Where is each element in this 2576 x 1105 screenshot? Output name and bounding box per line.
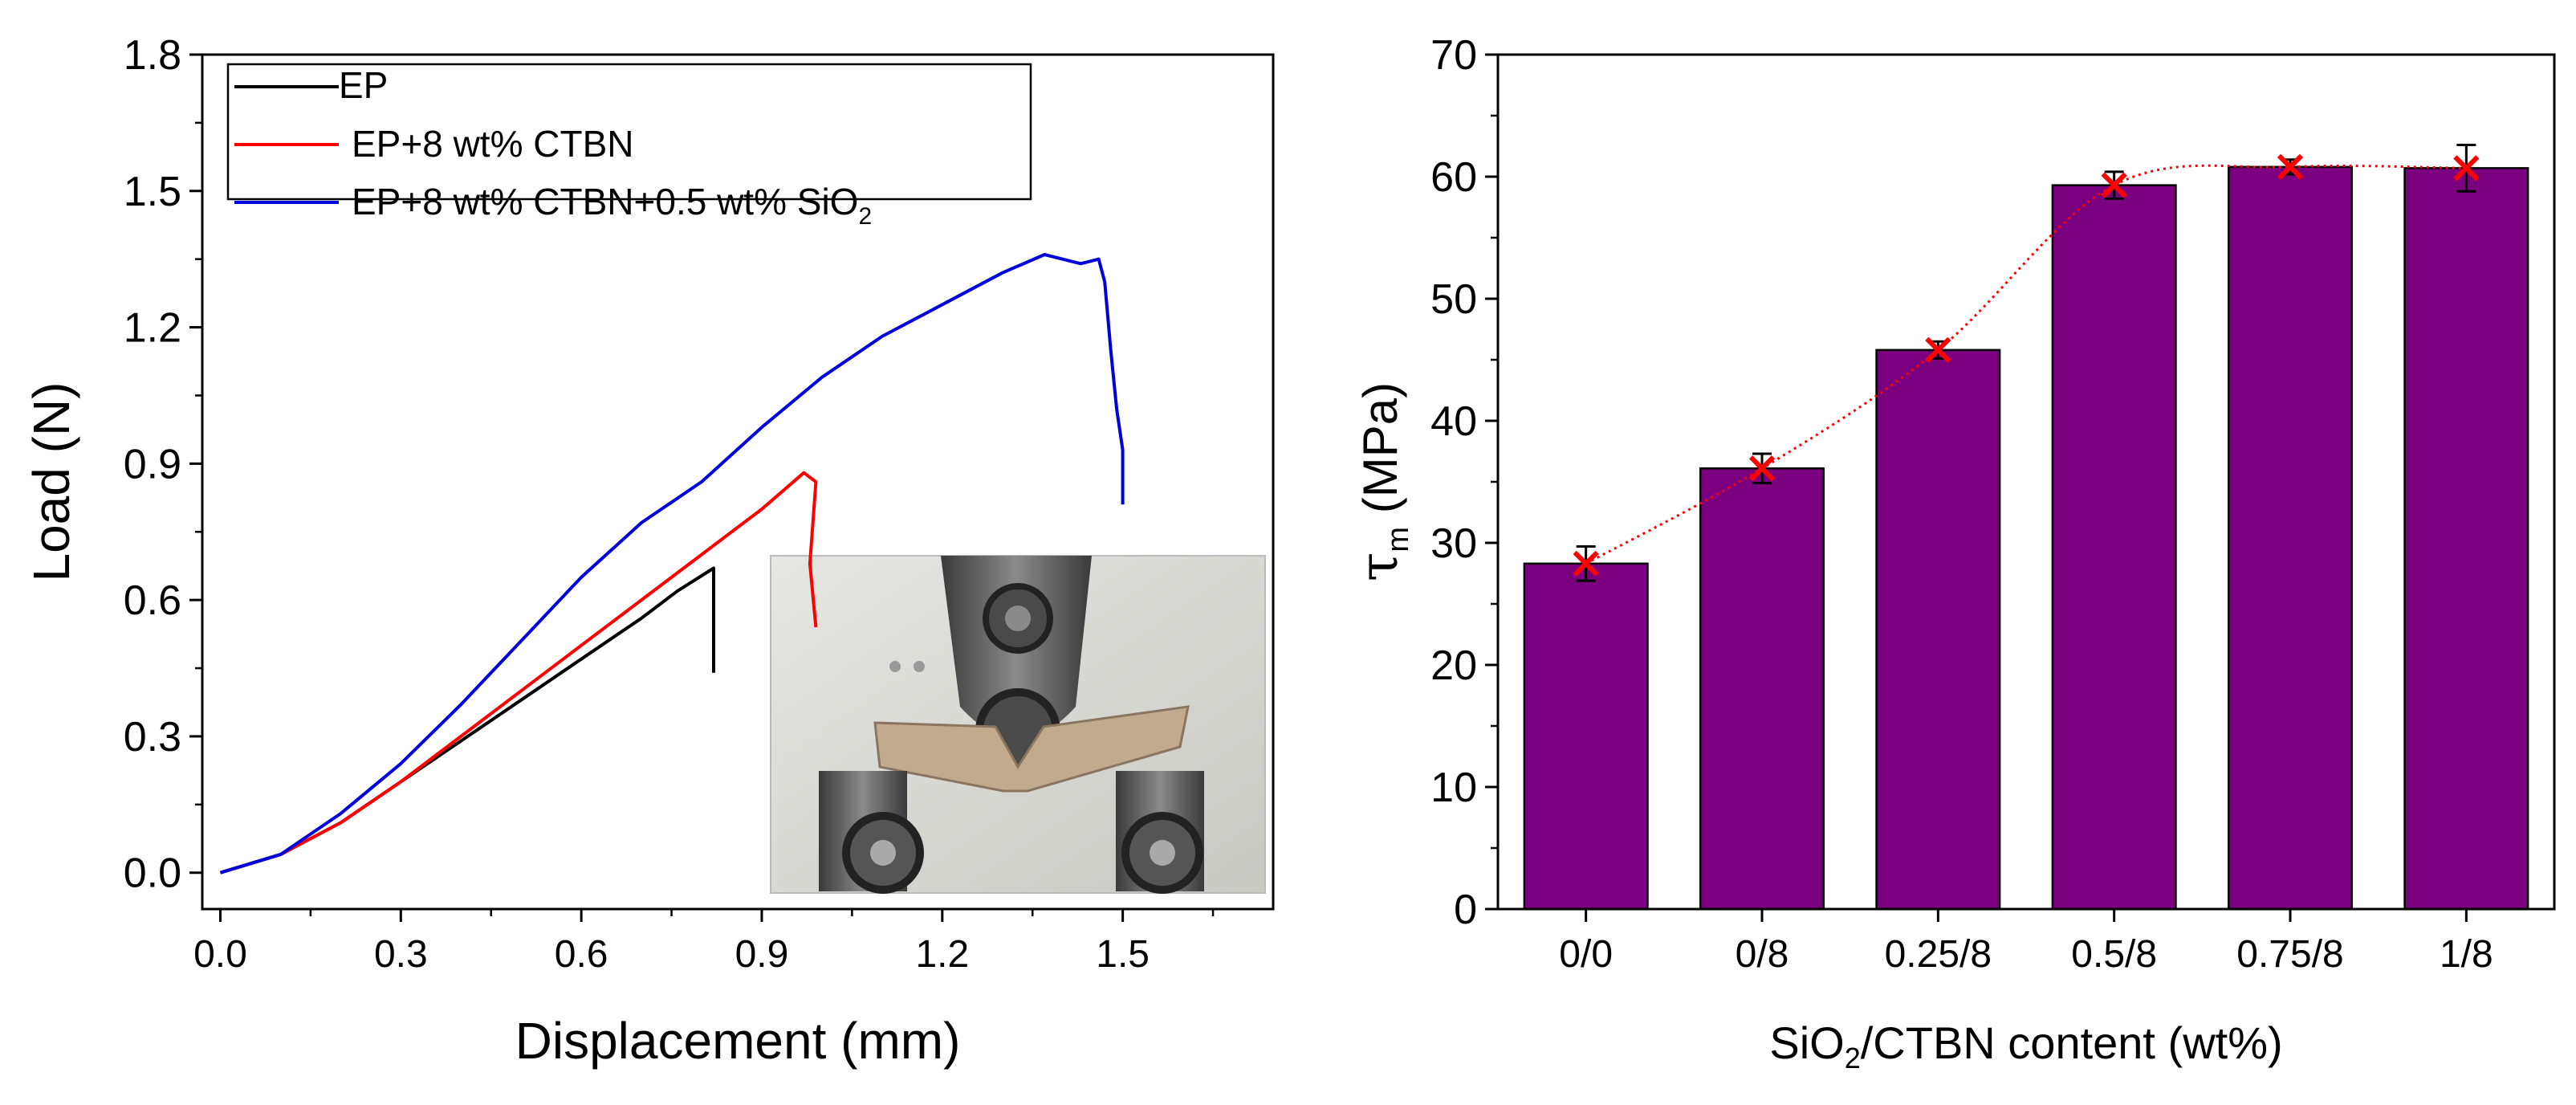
left-x-tick-label: 0.0 xyxy=(193,933,247,976)
data-marker xyxy=(2101,172,2127,198)
legend-frame xyxy=(226,63,1032,201)
right-x-tick-label: 0/0 xyxy=(1559,933,1613,976)
left-axes-frame xyxy=(201,53,1275,911)
bar-4 xyxy=(2227,165,2354,911)
right-x-tick-label: 0/8 xyxy=(1736,933,1789,976)
left-x-tick-label: 0.3 xyxy=(374,933,428,976)
right-x-axis-label: SiO2/CTBN content (wt%) xyxy=(1769,1017,2282,1074)
fit-line xyxy=(1585,164,2467,565)
bar-1 xyxy=(1699,467,1825,911)
right-x-tick-label: 0.25/8 xyxy=(1885,933,1992,976)
left-x-tick-label: 1.2 xyxy=(915,933,969,976)
data-marker xyxy=(1925,336,1951,363)
left-x-axis-label: Displacement (mm) xyxy=(515,1012,961,1070)
bars xyxy=(1523,165,2529,911)
data-marker xyxy=(1573,550,1599,577)
bar-5 xyxy=(2403,167,2529,911)
left-y-tick-label: 0.9 xyxy=(124,441,181,487)
left-y-tick-label: 0.0 xyxy=(124,850,181,897)
right-y-tick-label: 0 xyxy=(1454,887,1477,933)
fit-line-and-markers xyxy=(1573,143,2480,582)
left-y-tick-label: 0.3 xyxy=(124,714,181,760)
right-y-tick-label: 50 xyxy=(1430,276,1477,323)
right-x-tick-label: 0.5/8 xyxy=(2071,933,2157,976)
bar-3 xyxy=(2051,184,2177,911)
bar-2 xyxy=(1875,349,2001,911)
bar-0 xyxy=(1523,562,1649,911)
left-y-tick-label: 1.8 xyxy=(124,32,181,79)
three-point-bending-photo xyxy=(770,555,1266,894)
series-line-1 xyxy=(219,471,818,875)
load-curves xyxy=(219,253,1125,875)
left-y-tick-label: 1.5 xyxy=(124,169,181,215)
legend-label-sio2: EP+8 wt% CTBN+0.5 wt% SiO2 xyxy=(352,181,872,230)
right-x-tick-label: 1/8 xyxy=(2440,933,2493,976)
right-y-tick-label: 40 xyxy=(1430,398,1477,445)
data-marker xyxy=(2277,153,2304,180)
left-axis-ticks: 0.0 0.3 0.6 0.9 1.2 1.5 0.0 0.3 0.6 0.9 1.2 1.5 1.8 xyxy=(124,32,1215,976)
left-y-axis-label: Load (N) xyxy=(22,382,80,582)
right-axis-ticks: 0/0 0/8 0.25/8 0.5/8 0.75/8 1/8 0 10 20 30 40 50 60 7… xyxy=(1430,32,2493,976)
right-y-tick-label: 20 xyxy=(1430,642,1477,689)
legend-label-ep: EP xyxy=(339,64,388,106)
right-x-tick-label: 0.75/8 xyxy=(2236,933,2343,976)
right-y-tick-label: 60 xyxy=(1430,154,1477,201)
legend: EP EP+8 wt% CTBN EP+8 wt% CTBN+0.5 wt% S… xyxy=(226,63,1032,230)
load-displacement-chart: 0.0 0.3 0.6 0.9 1.2 1.50.00.30.60.91.21.51.8 … xyxy=(22,32,1275,1070)
data-marker xyxy=(1748,455,1776,482)
right-y-axis-label: τm (MPa) xyxy=(1348,382,1415,581)
left-y-tick-label: 0.6 xyxy=(124,577,181,624)
left-x-tick-label: 0.9 xyxy=(735,933,789,976)
right-y-tick-label: 10 xyxy=(1430,765,1477,811)
right-y-tick-label: 70 xyxy=(1430,32,1477,79)
left-x-tick-label: 0.6 xyxy=(555,933,608,976)
left-y-tick-label: 1.2 xyxy=(124,305,181,352)
shear-strength-bar-chart: 0/0 0/8 0.25/8 0.5/8 0.75/8 1/8 0 10 20 30 40 50 60 7… xyxy=(1348,32,2556,1074)
right-y-tick-label: 30 xyxy=(1430,520,1477,567)
legend-label-ctbn: EP+8 wt% CTBN xyxy=(352,123,634,165)
data-marker xyxy=(2453,155,2480,181)
series-line-0 xyxy=(219,566,715,875)
left-x-tick-label: 1.5 xyxy=(1096,933,1150,976)
right-axes-frame xyxy=(1496,53,2556,911)
series-line-2 xyxy=(219,253,1125,875)
